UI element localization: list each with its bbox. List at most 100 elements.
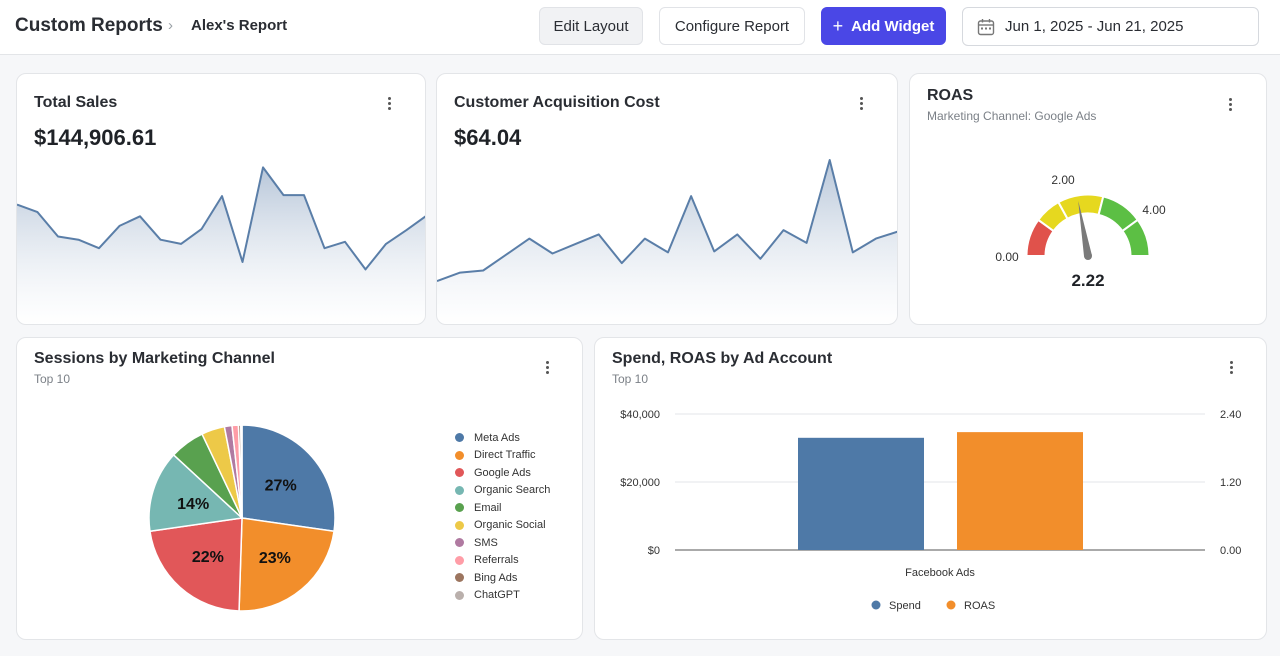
pie-slice-label: 22% <box>192 549 224 566</box>
pie-legend: Meta Ads Direct Traffic Google Ads Organic … <box>455 429 550 604</box>
y-left-tick: $20,000 <box>620 477 660 489</box>
legend-label: Google Ads <box>474 466 531 479</box>
cac-sparkline <box>437 159 897 324</box>
legend-swatch <box>455 468 464 478</box>
edit-layout-button[interactable]: Edit Layout <box>539 7 643 45</box>
card-title: Customer Acquisition Cost <box>454 94 660 111</box>
gauge-segment <box>1120 218 1151 257</box>
bar-roas <box>957 432 1083 550</box>
legend-label: SMS <box>474 536 498 549</box>
legend-label: Direct Traffic <box>474 449 536 462</box>
legend-item[interactable]: Organic Social <box>455 517 550 535</box>
cac-card: Customer Acquisition Cost $64.04 <box>436 73 898 325</box>
gauge-needle <box>1078 200 1092 257</box>
x-category-label: Facebook Ads <box>905 567 975 579</box>
legend-swatch <box>455 520 464 530</box>
legend-item[interactable]: Referrals <box>455 552 550 570</box>
more-options-icon[interactable] <box>537 357 557 377</box>
pie-slice-chatgpt <box>240 424 243 519</box>
y-left-tick: $40,000 <box>620 409 660 421</box>
legend-label: ChatGPT <box>474 589 520 602</box>
card-title: Spend, ROAS by Ad Account <box>612 350 833 367</box>
more-options-icon[interactable] <box>379 93 399 113</box>
configure-report-label: Configure Report <box>674 17 790 35</box>
card-subtitle: Top 10 <box>612 372 649 386</box>
legend-label: Email <box>474 501 502 514</box>
bar-spend <box>798 437 924 550</box>
pie-slice-label: 23% <box>259 550 291 567</box>
legend-swatch <box>455 450 464 460</box>
legend-item[interactable]: Bing Ads <box>455 569 550 587</box>
legend-swatch <box>455 503 464 513</box>
more-options-icon[interactable] <box>1220 94 1240 114</box>
legend-swatch <box>871 600 881 610</box>
configure-report-button[interactable]: Configure Report <box>659 7 805 45</box>
more-options-icon[interactable] <box>1221 357 1241 377</box>
date-range-picker[interactable]: Jun 1, 2025 - Jun 21, 2025 <box>962 7 1259 46</box>
legend-swatch <box>455 538 464 548</box>
spend-roas-bar-chart: $40,000 2.40 $20,000 1.20 $0 0.00 Facebook Ads… <box>620 409 1241 612</box>
date-range-text: Jun 1, 2025 - Jun 21, 2025 <box>1005 18 1184 35</box>
y-right-tick: 0.00 <box>1220 545 1241 557</box>
roas-gauge: 0.00 2.00 4.00 2.22 <box>995 173 1166 290</box>
more-options-icon[interactable] <box>851 93 871 113</box>
plus-icon: + <box>832 15 844 36</box>
card-title: ROAS <box>927 87 974 104</box>
gauge-tick-label: 2.00 <box>1051 173 1075 187</box>
pie-slice-direct-traffic <box>238 517 335 612</box>
legend-item[interactable]: SMS <box>455 534 550 552</box>
legend-label: Bing Ads <box>474 571 518 584</box>
gauge-tick-label: 0.00 <box>995 250 1019 264</box>
legend-swatch <box>455 573 464 583</box>
legend-swatch <box>455 590 464 600</box>
pie-slice-organic-search <box>148 453 244 533</box>
edit-layout-label: Edit Layout <box>553 17 629 35</box>
legend-label: ROAS <box>964 600 995 612</box>
add-widget-label: Add Widget <box>851 17 935 35</box>
roas-card: ROAS Marketing Channel: Google Ads 0.00 2… <box>909 73 1267 325</box>
legend-item[interactable]: ChatGPT <box>455 587 550 605</box>
card-title: Total Sales <box>34 94 118 111</box>
sales-series-area <box>17 167 425 324</box>
cac-series-area <box>437 160 897 324</box>
pie-slice-google-ads <box>149 517 243 612</box>
y-left-tick: $0 <box>648 545 660 557</box>
chevron-right-icon: › <box>168 17 173 34</box>
total-sales-sparkline <box>17 166 425 324</box>
metric-value: $144,906.61 <box>34 125 157 150</box>
card-subtitle: Top 10 <box>34 372 71 386</box>
legend-label: Referrals <box>474 554 519 567</box>
breadcrumb-current: Alex's Report <box>191 17 288 34</box>
top-header: Custom Reports › Alex's Report Edit Layo… <box>0 0 1280 55</box>
legend-item[interactable]: Meta Ads <box>455 429 550 447</box>
legend-item[interactable]: Organic Search <box>455 482 550 500</box>
legend-item[interactable]: Google Ads <box>455 464 550 482</box>
cac-series-line <box>437 159 897 283</box>
sessions-card: Sessions by Marketing Channel Top 10 27%… <box>16 337 583 640</box>
legend-label: Organic Search <box>474 484 551 497</box>
gauge-hub <box>1084 252 1092 260</box>
pie-slice-label: 27% <box>265 478 297 495</box>
legend-label: Spend <box>889 600 921 612</box>
y-right-tick: 2.40 <box>1220 409 1241 421</box>
legend-swatch <box>455 433 464 443</box>
card-title: Sessions by Marketing Channel <box>34 350 275 367</box>
breadcrumb-root[interactable]: Custom Reports <box>15 15 163 36</box>
spend-roas-card: Spend, ROAS by Ad Account Top 10 $40,000… <box>594 337 1267 640</box>
legend-item[interactable]: Email <box>455 499 550 517</box>
card-subtitle: Marketing Channel: Google Ads <box>927 109 1097 123</box>
pie-slice-label: 14% <box>177 496 209 513</box>
total-sales-card: Total Sales $144,906.61 <box>16 73 426 325</box>
legend-item[interactable]: Direct Traffic <box>455 447 550 465</box>
sessions-pie-chart: 27% 23% 22% 14% <box>148 424 336 612</box>
calendar-icon <box>977 18 995 35</box>
legend-swatch <box>946 600 956 610</box>
legend-label: Meta Ads <box>474 431 520 444</box>
pie-slice-meta-ads <box>241 424 336 533</box>
y-right-tick: 1.20 <box>1220 477 1241 489</box>
add-widget-button[interactable]: + Add Widget <box>821 7 946 45</box>
sales-series-line <box>17 166 425 271</box>
gauge-tick-label: 4.00 <box>1142 203 1166 217</box>
legend-swatch <box>455 485 464 495</box>
gauge-value: 2.22 <box>1071 271 1104 290</box>
